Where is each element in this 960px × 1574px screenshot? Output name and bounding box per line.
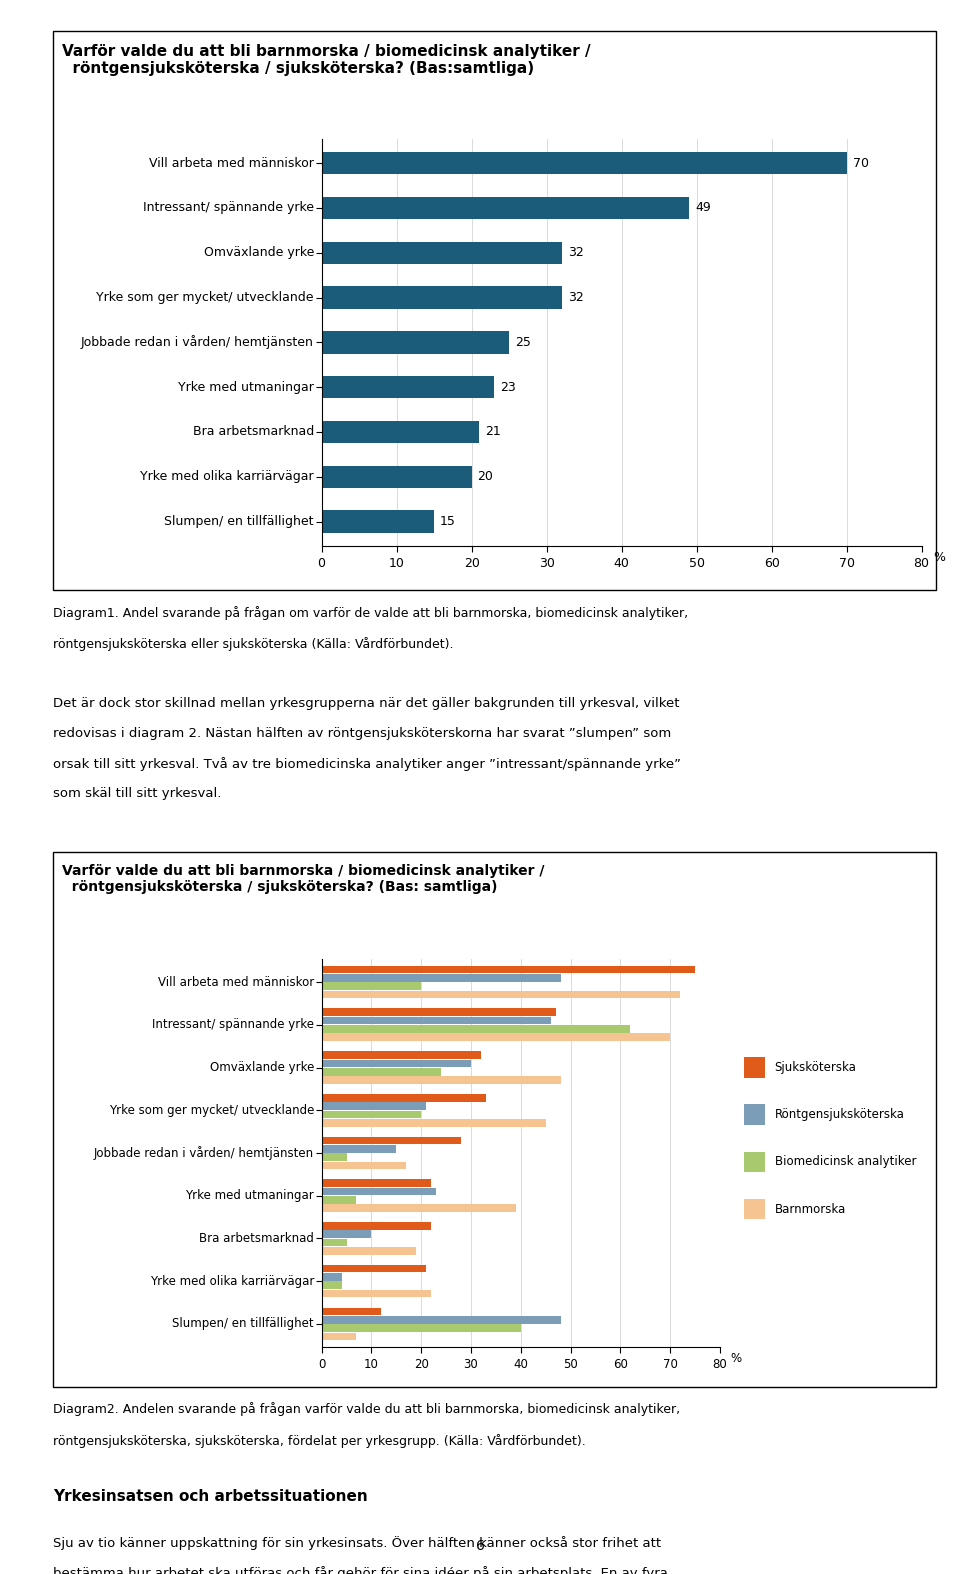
Text: Omväxlande yrke: Omväxlande yrke bbox=[204, 246, 314, 260]
Bar bbox=[322, 1333, 356, 1339]
Text: Röntgensjuksköterska: Röntgensjuksköterska bbox=[775, 1108, 904, 1121]
Text: 15: 15 bbox=[440, 515, 456, 527]
Bar bbox=[322, 982, 421, 990]
Bar bbox=[322, 1324, 521, 1332]
Bar bbox=[322, 1034, 670, 1040]
Text: Slumpen/ en tillfällighet: Slumpen/ en tillfällighet bbox=[172, 1317, 314, 1330]
Bar bbox=[322, 974, 561, 982]
Text: Barnmorska: Barnmorska bbox=[775, 1203, 846, 1215]
Text: 21: 21 bbox=[485, 425, 501, 439]
Text: Sju av tio känner uppskattning för sin yrkesinsats. Över hälften känner också st: Sju av tio känner uppskattning för sin y… bbox=[53, 1536, 660, 1550]
Bar bbox=[322, 1196, 356, 1204]
Bar bbox=[322, 1308, 381, 1316]
Bar bbox=[322, 1265, 426, 1272]
Bar bbox=[322, 331, 509, 354]
Text: Yrke med utmaningar: Yrke med utmaningar bbox=[185, 1190, 314, 1203]
Bar bbox=[322, 1051, 481, 1059]
Text: 23: 23 bbox=[500, 381, 516, 394]
Bar bbox=[322, 376, 494, 398]
Bar bbox=[322, 1231, 372, 1239]
Text: Intressant/ spännande yrke: Intressant/ spännande yrke bbox=[152, 1018, 314, 1031]
Text: Yrke som ger mycket/ utvecklande: Yrke som ger mycket/ utvecklande bbox=[108, 1103, 314, 1116]
Text: Diagram1. Andel svarande på frågan om varför de valde att bli barnmorska, biomed: Diagram1. Andel svarande på frågan om va… bbox=[53, 606, 688, 620]
Text: röntgensjuksköterska, sjuksköterska, fördelat per yrkesgrupp. (Källa: Vårdförbun: röntgensjuksköterska, sjuksköterska, för… bbox=[53, 1434, 586, 1448]
Bar bbox=[322, 1025, 631, 1033]
Text: Yrke med olika karriärvägar: Yrke med olika karriärvägar bbox=[150, 1275, 314, 1288]
Bar bbox=[322, 510, 434, 532]
Text: 32: 32 bbox=[567, 291, 584, 304]
Bar bbox=[322, 1154, 347, 1162]
Text: Yrkesinsatsen och arbetssituationen: Yrkesinsatsen och arbetssituationen bbox=[53, 1489, 368, 1505]
Text: 6: 6 bbox=[475, 1539, 485, 1554]
Text: Intressant/ spännande yrke: Intressant/ spännande yrke bbox=[143, 201, 314, 214]
Bar bbox=[322, 197, 689, 219]
Text: Biomedicinsk analytiker: Biomedicinsk analytiker bbox=[775, 1155, 916, 1168]
Text: Varför valde du att bli barnmorska / biomedicinsk analytiker /
  röntgensjuksköt: Varför valde du att bli barnmorska / bio… bbox=[62, 864, 545, 894]
Bar bbox=[322, 1204, 516, 1212]
Bar bbox=[322, 1111, 421, 1118]
Bar bbox=[322, 1188, 436, 1195]
Bar bbox=[322, 1273, 342, 1281]
Bar bbox=[322, 1221, 431, 1229]
Text: Vill arbeta med människor: Vill arbeta med människor bbox=[157, 976, 314, 988]
Text: Bra arbetsmarknad: Bra arbetsmarknad bbox=[193, 425, 314, 439]
Text: Slumpen/ en tillfällighet: Slumpen/ en tillfällighet bbox=[164, 515, 314, 527]
Text: 32: 32 bbox=[567, 246, 584, 260]
Text: Bra arbetsmarknad: Bra arbetsmarknad bbox=[199, 1232, 314, 1245]
Bar bbox=[322, 466, 471, 488]
Bar bbox=[322, 1067, 442, 1075]
Bar bbox=[322, 1009, 556, 1017]
Bar bbox=[322, 990, 681, 998]
Bar bbox=[322, 1017, 551, 1025]
Text: %: % bbox=[730, 1352, 741, 1365]
Bar bbox=[322, 966, 695, 973]
Text: Vill arbeta med människor: Vill arbeta med människor bbox=[149, 157, 314, 170]
Bar bbox=[322, 1162, 406, 1169]
Bar bbox=[322, 1094, 486, 1102]
Bar bbox=[322, 1136, 461, 1144]
Bar bbox=[322, 1179, 431, 1187]
Text: röntgensjuksköterska eller sjuksköterska (Källa: Vårdförbundet).: röntgensjuksköterska eller sjuksköterska… bbox=[53, 637, 453, 652]
Text: Omväxlande yrke: Omväxlande yrke bbox=[209, 1061, 314, 1073]
Text: Jobbade redan i vården/ hemtjänsten: Jobbade redan i vården/ hemtjänsten bbox=[81, 335, 314, 349]
Bar bbox=[322, 153, 847, 175]
Text: Det är dock stor skillnad mellan yrkesgrupperna när det gäller bakgrunden till y: Det är dock stor skillnad mellan yrkesgr… bbox=[53, 697, 680, 710]
Text: Varför valde du att bli barnmorska / biomedicinsk analytiker /
  röntgensjuksköt: Varför valde du att bli barnmorska / bio… bbox=[62, 44, 591, 77]
Bar bbox=[322, 1077, 561, 1084]
Bar bbox=[322, 1281, 342, 1289]
Bar bbox=[322, 1247, 417, 1254]
Bar bbox=[322, 1059, 471, 1067]
Bar bbox=[322, 1239, 347, 1247]
Text: som skäl till sitt yrkesval.: som skäl till sitt yrkesval. bbox=[53, 787, 221, 800]
Text: redovisas i diagram 2. Nästan hälften av röntgensjuksköterskorna har svarat ”slu: redovisas i diagram 2. Nästan hälften av… bbox=[53, 727, 671, 740]
Text: 49: 49 bbox=[695, 201, 710, 214]
Bar bbox=[322, 1289, 431, 1297]
Bar bbox=[322, 1316, 561, 1324]
Text: Yrke med olika karriärvägar: Yrke med olika karriärvägar bbox=[140, 471, 314, 483]
Text: Diagram2. Andelen svarande på frågan varför valde du att bli barnmorska, biomedi: Diagram2. Andelen svarande på frågan var… bbox=[53, 1402, 680, 1417]
Bar bbox=[322, 1144, 396, 1152]
Text: 20: 20 bbox=[478, 471, 493, 483]
Text: Jobbade redan i vården/ hemtjänsten: Jobbade redan i vården/ hemtjänsten bbox=[94, 1146, 314, 1160]
Text: %: % bbox=[933, 551, 945, 563]
Bar bbox=[322, 1119, 545, 1127]
Text: Yrke med utmaningar: Yrke med utmaningar bbox=[178, 381, 314, 394]
Text: 25: 25 bbox=[516, 335, 531, 349]
Text: orsak till sitt yrkesval. Två av tre biomedicinska analytiker anger ”intressant/: orsak till sitt yrkesval. Två av tre bio… bbox=[53, 757, 681, 771]
Text: Yrke som ger mycket/ utvecklande: Yrke som ger mycket/ utvecklande bbox=[96, 291, 314, 304]
Text: bestämma hur arbetet ska utföras och får gehör för sina idéer på sin arbetsplats: bestämma hur arbetet ska utföras och får… bbox=[53, 1566, 667, 1574]
Bar bbox=[322, 420, 479, 444]
Bar bbox=[322, 1102, 426, 1110]
Bar bbox=[322, 241, 562, 264]
Text: Sjuksköterska: Sjuksköterska bbox=[775, 1061, 856, 1073]
Bar bbox=[322, 286, 562, 309]
Text: 70: 70 bbox=[852, 157, 869, 170]
